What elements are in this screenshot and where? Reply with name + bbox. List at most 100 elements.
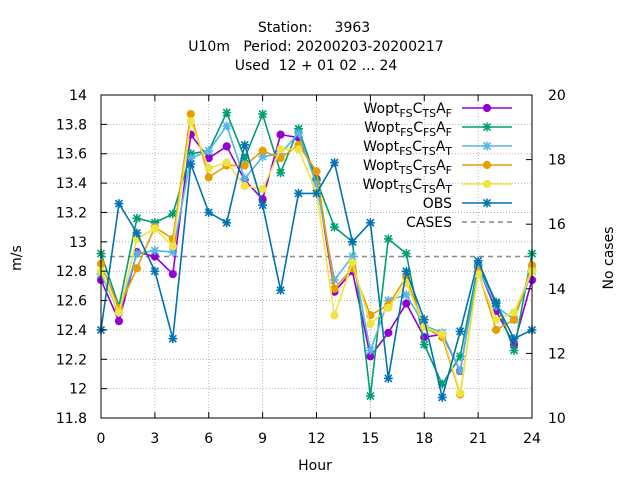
x-tick-label: 24 xyxy=(523,431,541,447)
marker-stroke xyxy=(438,393,447,402)
y-axis-label: m/s xyxy=(9,245,25,271)
data-point xyxy=(150,224,159,233)
data-point xyxy=(473,256,483,266)
y2-tick-label: 10 xyxy=(548,411,566,427)
data-point xyxy=(419,340,429,349)
data-point xyxy=(186,159,196,169)
legend-label: OBS xyxy=(423,196,452,212)
data-point xyxy=(312,188,321,198)
marker-stroke xyxy=(348,252,357,261)
marker-stroke xyxy=(402,267,411,276)
legend-marker xyxy=(482,122,492,132)
data-point xyxy=(168,242,177,251)
data-point xyxy=(222,218,232,228)
title-line-2: U10m Period: 20200203-20200217 xyxy=(188,39,443,55)
data-point xyxy=(365,346,375,355)
data-point xyxy=(114,199,124,209)
legend-marker xyxy=(482,160,492,170)
data-point xyxy=(330,284,339,293)
data-point xyxy=(491,325,501,335)
x-tick-label: 6 xyxy=(204,431,213,447)
series-6 xyxy=(96,140,537,402)
marker-stroke xyxy=(491,299,501,308)
marker-stroke xyxy=(168,334,177,343)
marker-stroke xyxy=(150,267,159,276)
data-point xyxy=(204,164,213,173)
data-point xyxy=(330,158,339,167)
data-point xyxy=(330,275,339,285)
y-tick-label: 13.2 xyxy=(56,205,87,221)
data-point xyxy=(222,108,232,118)
data-point xyxy=(509,334,519,344)
data-point xyxy=(384,328,393,337)
marker-stroke xyxy=(168,209,177,219)
data-point xyxy=(168,270,177,279)
marker-stroke xyxy=(240,174,249,183)
data-point xyxy=(509,315,519,324)
marker-stroke xyxy=(222,108,231,117)
marker-stroke xyxy=(509,334,519,343)
marker-stroke xyxy=(240,154,249,163)
marker-stroke xyxy=(474,256,483,265)
marker-stroke xyxy=(258,201,267,210)
data-point xyxy=(132,213,142,223)
marker-stroke xyxy=(509,346,519,355)
marker-stroke xyxy=(132,249,142,258)
legend-marker xyxy=(482,141,492,151)
marker-stroke xyxy=(312,189,321,198)
x-tick-label: 9 xyxy=(258,431,267,447)
marker-stroke xyxy=(186,154,195,163)
data-point xyxy=(204,173,213,182)
data-point xyxy=(258,184,267,194)
marker-stroke xyxy=(276,286,285,295)
data-point xyxy=(204,146,214,156)
y-tick-label: 12 xyxy=(69,382,87,398)
legend-item-5: WoptTSCTSAT xyxy=(363,177,512,196)
y2-tick-label: 20 xyxy=(548,88,566,104)
y-tick-label: 12.8 xyxy=(56,264,87,280)
data-point xyxy=(383,373,393,383)
marker-stroke xyxy=(482,141,492,151)
data-point xyxy=(222,158,231,167)
data-point xyxy=(150,246,160,256)
marker-stroke xyxy=(330,158,339,167)
data-point xyxy=(240,174,250,184)
data-point xyxy=(419,315,429,325)
y-tick-label: 12.4 xyxy=(56,323,87,339)
data-point xyxy=(222,142,231,151)
legend-label: WoptFSCTSAT xyxy=(363,139,452,158)
data-series xyxy=(96,108,537,402)
y-tick-label: 12.2 xyxy=(56,352,87,368)
legend: WoptFSCTSAFWoptFSCFSAFWoptFSCTSATWoptTSC… xyxy=(363,101,512,231)
data-point xyxy=(204,208,214,217)
marker-stroke xyxy=(294,129,303,138)
data-point xyxy=(258,146,267,155)
data-point xyxy=(384,303,393,312)
data-point xyxy=(312,167,321,176)
y2-tick-label: 14 xyxy=(548,282,566,298)
data-point xyxy=(348,237,357,247)
data-point xyxy=(168,247,178,257)
data-point xyxy=(240,181,249,191)
marker-stroke xyxy=(132,214,142,223)
y-tick-label: 13.4 xyxy=(56,176,87,192)
y-tick-label: 14 xyxy=(69,88,87,104)
data-point xyxy=(401,249,411,258)
data-point xyxy=(366,319,375,329)
marker-stroke xyxy=(384,374,393,383)
marker-stroke xyxy=(258,152,267,161)
marker-stroke xyxy=(366,346,375,355)
y-tick-label: 11.8 xyxy=(56,411,87,427)
data-point xyxy=(455,326,465,336)
data-point xyxy=(240,161,249,170)
legend-label: WoptTSCTSAF xyxy=(363,158,452,177)
marker-stroke xyxy=(366,218,375,227)
marker-stroke xyxy=(222,121,231,130)
data-point xyxy=(276,285,285,295)
legend-marker xyxy=(482,198,492,208)
data-point xyxy=(509,346,519,355)
marker-stroke xyxy=(384,234,393,243)
legend-item-cases: CASES xyxy=(406,215,512,231)
x-axis-label: Hour xyxy=(298,458,332,474)
